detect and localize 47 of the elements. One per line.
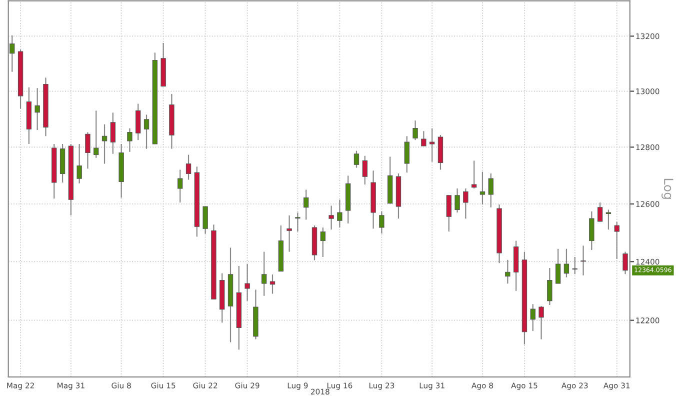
candlestick — [538, 306, 544, 340]
candlestick — [412, 120, 418, 141]
candlestick — [606, 209, 612, 230]
candlestick — [589, 210, 594, 251]
candlestick — [446, 194, 452, 232]
candlestick — [421, 130, 426, 147]
candlestick — [328, 205, 334, 230]
candlestick — [463, 188, 468, 220]
candlestick — [127, 128, 132, 152]
candlestick — [110, 112, 116, 154]
candlestick — [488, 172, 494, 208]
candlestick — [555, 248, 561, 284]
candlestick — [102, 124, 108, 164]
candlestick — [505, 259, 510, 284]
candlestick — [429, 128, 435, 162]
candlestick — [614, 221, 620, 260]
candlestick — [572, 256, 578, 275]
candlestick — [270, 274, 276, 294]
candlestick — [186, 154, 192, 180]
candlestick — [262, 251, 267, 296]
candlestick — [362, 155, 368, 186]
candlestick — [471, 160, 477, 190]
candlestick — [178, 169, 183, 204]
candlestick — [286, 214, 292, 252]
y-axis-title: Log — [662, 178, 674, 199]
candlestick — [404, 136, 410, 174]
candlestick — [320, 226, 326, 258]
candlestick — [580, 245, 586, 276]
candlestick — [244, 263, 250, 302]
candlestick — [76, 143, 82, 184]
candlestick — [480, 171, 486, 206]
candlestick — [85, 132, 90, 170]
candlestick — [136, 103, 141, 141]
candlestick — [547, 267, 552, 306]
candlestick — [354, 150, 360, 168]
candlestick — [34, 88, 40, 131]
candlestick — [202, 206, 208, 234]
candlestick — [530, 304, 536, 332]
candlestick — [379, 210, 384, 234]
candlestick — [564, 248, 570, 278]
candlestick — [454, 188, 460, 214]
candlestick — [337, 199, 342, 228]
candlestick — [304, 189, 309, 220]
candlestick — [597, 202, 603, 222]
candlestick — [295, 212, 300, 232]
candlestick — [144, 114, 150, 150]
candlestick — [94, 110, 99, 158]
